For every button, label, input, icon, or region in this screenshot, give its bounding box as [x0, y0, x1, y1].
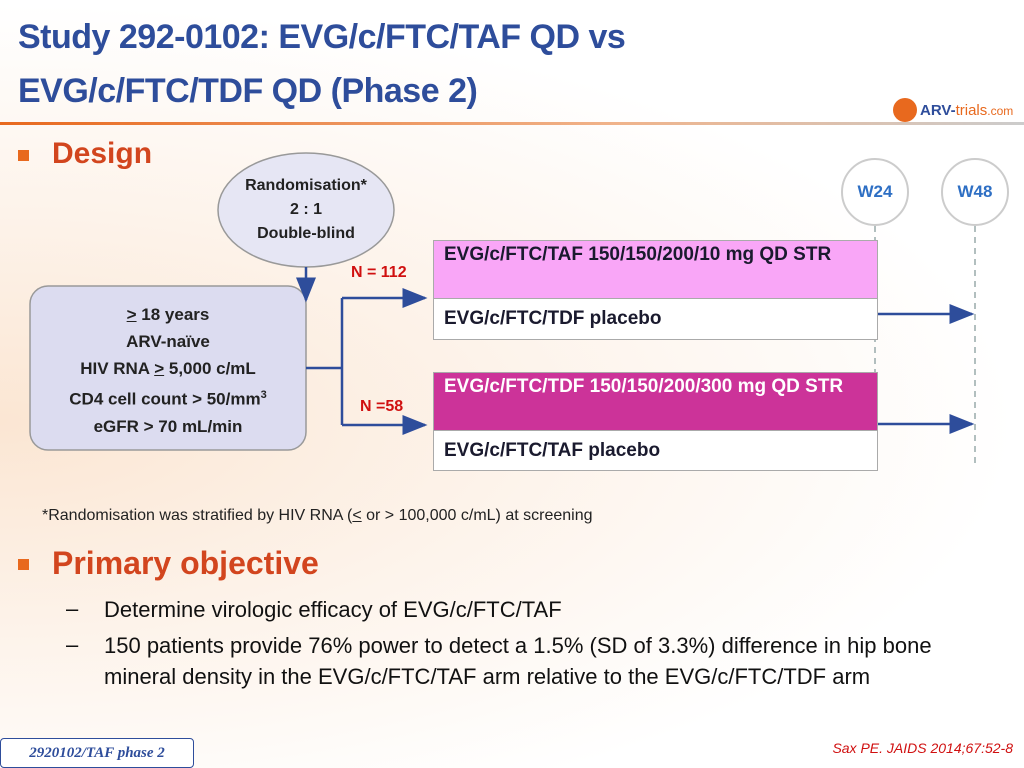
- timepoint-label: W48: [957, 182, 993, 201]
- text: 5,000 c/mL: [168, 359, 256, 378]
- arm-active: EVG/c/FTC/TDF 150/150/200/300 mg QD STR: [433, 372, 878, 431]
- symbol: >: [126, 305, 137, 324]
- superscript: 3: [260, 389, 267, 401]
- text: 18 years: [141, 305, 210, 324]
- objective-item: Determine virologic efficacy of EVG/c/FT…: [104, 597, 562, 622]
- timepoint-circle: [941, 158, 1009, 226]
- arm-placebo: EVG/c/FTC/TDF placebo: [433, 298, 878, 340]
- text-line: 2 : 1: [289, 201, 322, 218]
- text-line: Double-blind: [257, 225, 355, 242]
- text: *Randomisation was stratified by HIV RNA…: [42, 507, 353, 524]
- text-line: > 18 years: [30, 301, 306, 328]
- text-line: HIV RNA > 5,000 c/mL: [30, 355, 306, 382]
- connectors: [296, 267, 975, 435]
- bullet: [18, 150, 29, 161]
- section-heading: Primary objective: [52, 545, 319, 581]
- arm-n: N = 112: [351, 264, 407, 281]
- logo-text: ARV-: [920, 102, 956, 119]
- text-line: eGFR > 70 mL/min: [93, 416, 243, 436]
- logo: ARV-trials.com: [920, 102, 1013, 119]
- text: CD4 cell count > 50/mm: [69, 389, 261, 409]
- arm-active: EVG/c/FTC/TAF 150/150/200/10 mg QD STR: [433, 240, 878, 299]
- timepoint-circle: [841, 158, 909, 226]
- text: or > 100,000 c/mL) at screening: [361, 507, 593, 524]
- objective-item: 150 patients provide 76% power to detect…: [104, 633, 932, 689]
- text-line: CD4 cell count > 50/mm3: [30, 382, 306, 413]
- title: EVG/c/FTC/TDF QD (Phase 2): [18, 72, 478, 110]
- title: Study 292-0102: EVG/c/FTC/TAF QD vs: [18, 18, 626, 56]
- logo-text: .com: [987, 104, 1014, 118]
- logo-text: trials: [955, 102, 988, 119]
- section-heading: Design: [52, 137, 153, 170]
- randomisation-text: Randomisation* 2 : 1 Double-blind: [218, 174, 394, 246]
- citation: Sax PE. JAIDS 2014;67:52-8: [832, 740, 1013, 756]
- footnote: *Randomisation was stratified by HIV RNA…: [42, 507, 592, 525]
- footer-tag: 2920102/TAF phase 2: [0, 738, 194, 768]
- arm-placebo: EVG/c/FTC/TAF placebo: [433, 430, 878, 471]
- text-line: Randomisation*: [245, 177, 367, 194]
- text-line: ARV-naïve: [126, 332, 210, 351]
- timepoint-label: W24: [857, 182, 893, 201]
- eligibility-text: > 18 years ARV-naïve HIV RNA > 5,000 c/m…: [30, 301, 306, 440]
- symbol: >: [154, 359, 165, 378]
- title-rule: [0, 122, 1024, 125]
- arm-n: N =58: [360, 398, 404, 415]
- dash: –: [66, 632, 79, 657]
- timepoint-lines: [874, 226, 976, 465]
- symbol: <: [352, 507, 362, 524]
- text: HIV RNA: [80, 359, 150, 378]
- dash: –: [66, 596, 79, 621]
- logo-icon: [893, 98, 917, 122]
- bullet: [18, 559, 29, 570]
